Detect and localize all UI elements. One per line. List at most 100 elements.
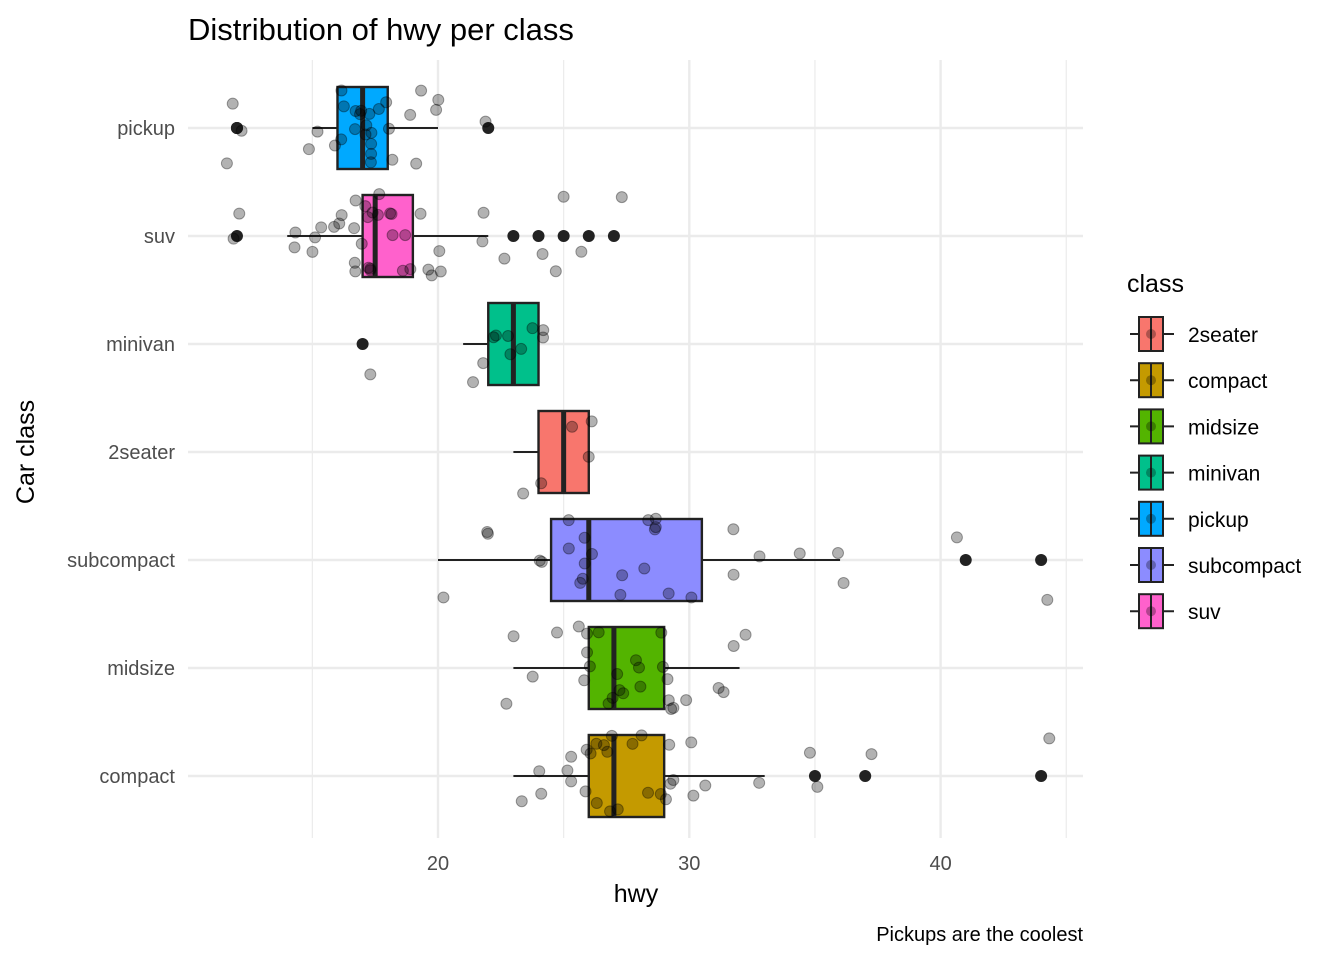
jitter-point	[629, 654, 642, 667]
grid	[188, 60, 1083, 838]
jitter-point	[410, 157, 423, 170]
jitter-point	[355, 237, 368, 250]
jitter-point	[349, 105, 362, 118]
jitter-point	[348, 256, 361, 269]
jitter-point	[616, 569, 629, 582]
jitter-point	[727, 523, 740, 536]
jitter-points	[220, 84, 1056, 818]
outlier-point	[482, 122, 495, 134]
jitter-point	[433, 245, 446, 258]
legend-label: subcompact	[1188, 555, 1301, 578]
jitter-point	[515, 795, 528, 808]
jitter-point	[437, 591, 450, 604]
y-tick-label: subcompact	[67, 550, 175, 572]
boxplot-compact	[513, 733, 1048, 819]
jitter-point	[685, 591, 698, 604]
jitter-point	[1043, 732, 1056, 745]
jitter-point	[626, 737, 639, 750]
jitter-point	[364, 368, 377, 381]
jitter-point	[832, 546, 845, 559]
jitter-point	[649, 512, 662, 525]
outlier-point	[557, 230, 570, 242]
jitter-point	[348, 222, 361, 235]
box-midsize	[587, 625, 666, 711]
legend-item-compact: compact	[1130, 362, 1268, 399]
jitter-point	[414, 207, 427, 220]
jitter-point	[306, 245, 319, 258]
boxplot-pickup	[230, 85, 495, 171]
jitter-point	[655, 626, 668, 639]
legend-key-point	[1146, 467, 1156, 478]
jitter-point	[578, 674, 591, 687]
boxplot-midsize	[513, 625, 740, 711]
jitter-point	[837, 577, 850, 590]
legend-label: minivan	[1188, 463, 1260, 486]
jitter-point	[614, 588, 627, 601]
jitter-point	[533, 554, 546, 567]
x-tick-label: 30	[678, 853, 700, 875]
y-tick-label: suv	[144, 226, 175, 248]
jitter-point	[617, 687, 630, 700]
jitter-point	[535, 477, 548, 490]
jitter-point	[422, 263, 435, 276]
chart-caption: Pickups are the coolest	[876, 924, 1083, 946]
outlier-point	[1035, 770, 1048, 782]
y-axis-ticks: pickup suv minivan 2seater subcompact midsize…	[67, 118, 175, 788]
boxplot-2seater	[513, 409, 590, 495]
jitter-point	[477, 357, 490, 370]
jitter-point	[533, 765, 546, 778]
jitter-point	[581, 627, 594, 640]
legend-label: midsize	[1188, 416, 1259, 439]
jitter-point	[366, 206, 379, 219]
jitter-point	[667, 774, 680, 787]
jitter-point	[717, 686, 730, 699]
jitter-point	[590, 797, 603, 810]
jitter-point	[656, 660, 669, 673]
jitter-point	[562, 514, 575, 527]
legend-key-point	[1146, 560, 1156, 570]
jitter-point	[364, 262, 377, 275]
jitter-point	[712, 681, 725, 694]
jitter-point	[615, 191, 628, 204]
y-tick-label: minivan	[106, 334, 175, 356]
outlier-point	[507, 230, 520, 242]
outlier-point	[230, 230, 243, 242]
legend: 2seater compact midsize minivan pickup subcom…	[1130, 316, 1301, 630]
jitter-point	[535, 787, 548, 800]
jitter-point	[415, 84, 428, 97]
jitter-point	[364, 264, 377, 277]
jitter-point	[632, 661, 645, 674]
jitter-point	[386, 153, 399, 166]
jitter-point	[386, 229, 399, 242]
jitter-point	[500, 697, 513, 710]
legend-label: 2seater	[1188, 324, 1258, 347]
jitter-point	[613, 684, 626, 697]
jitter-point	[664, 777, 677, 790]
jitter-point	[220, 157, 233, 170]
jitter-point	[333, 217, 346, 230]
jitter-point	[582, 450, 595, 463]
jitter-point	[481, 527, 494, 540]
jitter-point	[611, 668, 624, 681]
jitter-point	[359, 200, 372, 213]
jitter-point	[289, 226, 302, 239]
jitter-point	[566, 420, 579, 433]
jitter-point	[479, 115, 492, 128]
jitter-point	[364, 156, 377, 169]
jitter-point	[477, 206, 490, 219]
jitter-point	[699, 779, 712, 792]
outlier-point	[532, 230, 545, 242]
jitter-point	[404, 108, 417, 121]
jitter-point	[227, 232, 240, 245]
legend-item-subcompact: subcompact	[1130, 547, 1301, 583]
jitter-point	[396, 264, 409, 277]
jitter-point	[517, 487, 530, 500]
jitter-point	[584, 747, 597, 760]
y-tick-label: compact	[99, 766, 175, 788]
jitter-point	[561, 764, 574, 777]
jitter-point	[385, 207, 398, 220]
jitter-point	[642, 514, 655, 527]
y-axis-title: Car class	[12, 400, 40, 504]
jitter-point	[362, 261, 375, 274]
jitter-point	[597, 739, 610, 752]
